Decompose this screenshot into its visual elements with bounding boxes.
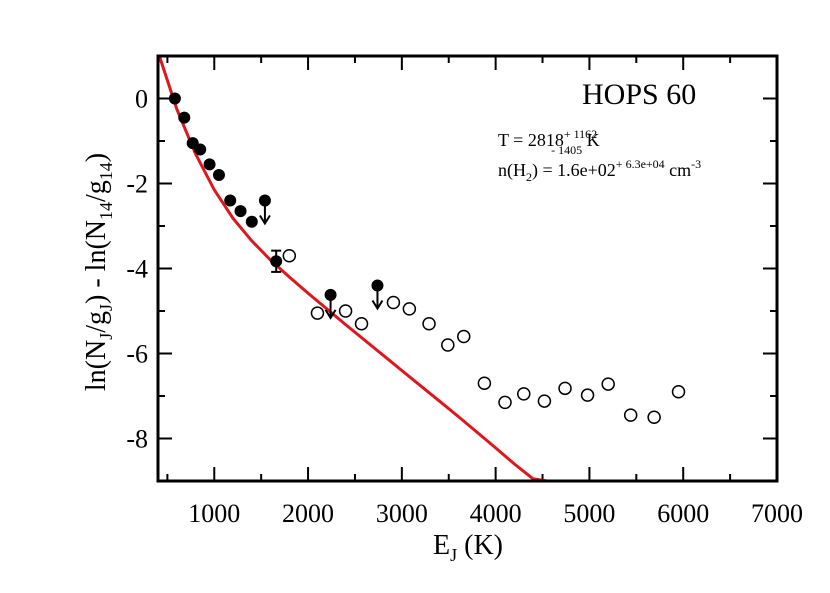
x-tick-label: 1000 [188, 499, 240, 528]
temperature-annotation: T = 2818+ 1162- 1405 K [498, 127, 600, 157]
filled-data-point [203, 158, 216, 171]
open-data-point [671, 385, 686, 399]
filled-data-point [224, 194, 237, 207]
x-axis-title: EJ (K) [433, 530, 503, 565]
y-tick-label: -4 [126, 255, 148, 284]
plot-frame [156, 54, 779, 483]
y-tick-label: 0 [135, 85, 148, 114]
open-data-point [517, 387, 531, 401]
data-points [168, 92, 686, 424]
filled-data-point [178, 111, 191, 124]
filled-data-point [245, 215, 258, 228]
down-arrow-icon [259, 214, 271, 226]
open-data-point [338, 304, 353, 318]
open-data-point [422, 317, 436, 331]
tick-labels: 1000 2000 3000 4000 5000 6000 7000 0 -2 -4 -6 -8 [126, 85, 803, 529]
filled-data-point [212, 169, 225, 181]
open-data-point [477, 376, 492, 390]
open-data-point [354, 317, 369, 331]
y-tick-label: -6 [126, 340, 148, 369]
open-data-point [647, 410, 661, 424]
open-data-point [537, 394, 552, 408]
upper-limit-point [371, 279, 384, 311]
open-data-point [498, 395, 512, 410]
filled-data-point [234, 205, 247, 218]
fit-curve [158, 56, 548, 481]
open-data-point [601, 377, 615, 391]
filled-data-point [270, 255, 283, 268]
x-tick-label: 4000 [470, 499, 522, 528]
x-tick-label: 3000 [376, 499, 428, 528]
filled-data-point [194, 143, 207, 156]
y-tick-label: -2 [126, 170, 148, 199]
x-tick-label: 5000 [563, 499, 615, 528]
open-data-point [558, 381, 572, 396]
x-tick-label: 7000 [751, 499, 803, 528]
filled-data-point [168, 92, 181, 105]
axis-ticks [158, 55, 778, 482]
open-data-point [282, 249, 297, 263]
open-data-point [623, 408, 638, 422]
upper-limit-point [324, 288, 337, 320]
down-arrow-icon [324, 309, 337, 320]
open-data-point [580, 388, 595, 402]
y-tick-label: -8 [126, 425, 148, 454]
error-bar-point [270, 249, 283, 273]
down-arrow-icon [371, 299, 384, 311]
chart-title: HOPS 60 [582, 78, 696, 111]
open-data-point [441, 338, 455, 352]
density-annotation: n(H2) = 1.6e+02+ 6.3e+04 cm-3 [498, 157, 701, 184]
upper-limit-point [258, 194, 271, 226]
x-tick-label: 6000 [657, 499, 709, 528]
open-data-point [402, 302, 417, 316]
open-data-point [386, 295, 401, 310]
open-data-point [310, 306, 325, 320]
y-axis-title: ln(NJ/gJ) - ln(N14/g14) [81, 153, 116, 391]
fit-line-layer [158, 56, 548, 481]
open-data-point [456, 329, 471, 344]
x-tick-label: 2000 [282, 499, 334, 528]
